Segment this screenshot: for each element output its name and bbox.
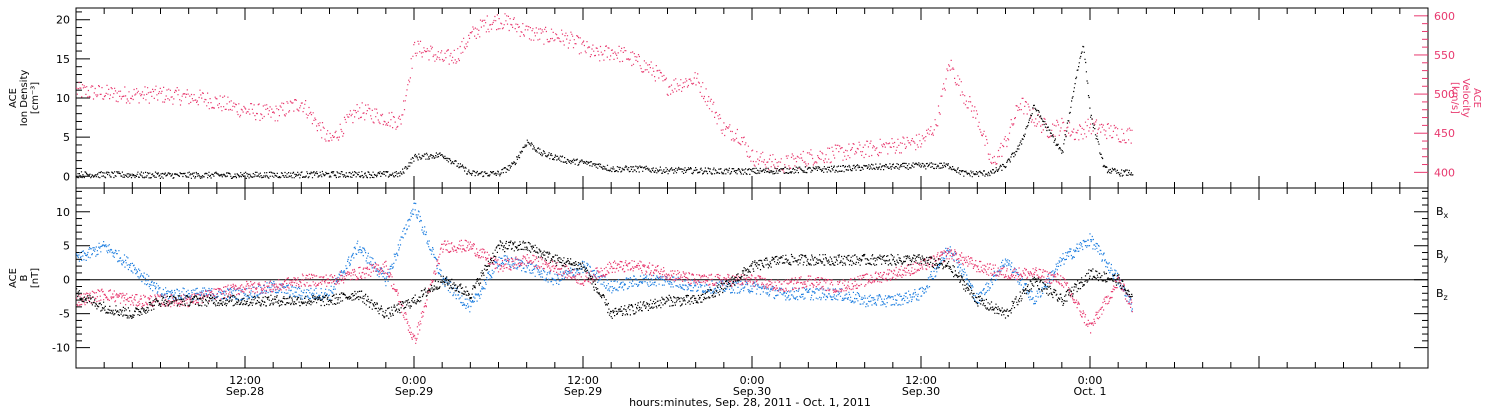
bz-series [76, 239, 1133, 344]
axis-labels: ACE Ion Density [cm⁻³] ACEVelocity[km/s]ACE… [8, 70, 1482, 398]
legend-entry: Bx [1436, 205, 1449, 220]
legend-entry: Bz [1436, 287, 1448, 302]
y-tick-label: 0 [63, 170, 70, 183]
bx-series-points [76, 240, 1133, 319]
y-tick-label: 15 [56, 53, 70, 66]
velocity-series [76, 13, 1133, 173]
velocity-tick-label: 400 [1434, 166, 1455, 179]
x-tick-time: 0:00 [402, 374, 427, 387]
velocity-tick-label: 450 [1434, 127, 1455, 140]
velocity-tick-label: 500 [1434, 88, 1455, 101]
velocity-series-points [76, 13, 1133, 173]
b-tick-label: -5 [59, 308, 70, 321]
x-axis-title: hours:minutes, Sep. 28, 2011 - Oct. 1, 2… [629, 396, 871, 409]
y-tick-label: 20 [56, 14, 70, 27]
x-tick-time: 12:00 [905, 374, 937, 387]
b-axis-title: ACE B [nT] [8, 268, 41, 288]
x-tick-time: 12:00 [567, 374, 599, 387]
x-tick-date: Oct. 1 [1073, 385, 1106, 398]
b-tick-label: 0 [63, 274, 70, 287]
b-title-line: B [19, 274, 30, 281]
magnetic-field-panel: -10 -5 0 5 10 [52, 187, 1429, 369]
x-tick-date: Sep.30 [902, 385, 940, 398]
top-frame [75, 7, 1429, 189]
x-tick-time: 12:00 [229, 374, 261, 387]
density-title-line: [cm⁻³] [30, 82, 41, 114]
x-tick-date: Sep.29 [564, 385, 602, 398]
density-title-line: ACE [8, 88, 19, 108]
b-title-line: ACE [8, 268, 19, 288]
b-tick-label: -10 [52, 342, 70, 355]
velocity-title-line: [km/s] [1449, 82, 1460, 114]
legend-entry: By [1436, 248, 1449, 263]
x-tick-time: 0:00 [740, 374, 765, 387]
density-series-points [76, 45, 1134, 180]
density-series [76, 45, 1134, 180]
y-tick-label: 5 [63, 131, 70, 144]
bottom-frame [75, 187, 1429, 369]
b-title-line: [nT] [30, 268, 41, 288]
bz-series-points [76, 239, 1133, 344]
x-tick-date: Sep.28 [226, 385, 264, 398]
density-title-line: Ion Density [19, 70, 30, 127]
b-tick-label: 10 [56, 206, 70, 219]
velocity-title-line: ACE [1471, 88, 1482, 108]
x-tick-date: Sep.29 [395, 385, 433, 398]
y-tick-label: 10 [56, 92, 70, 105]
bx-series [76, 240, 1133, 319]
x-tick-time: 0:00 [1078, 374, 1103, 387]
density-velocity-panel: 0 5 10 15 20 400 450 500 550 600 [56, 7, 1455, 189]
velocity-tick-label: 550 [1434, 49, 1455, 62]
x-tick-date: Sep.30 [733, 385, 771, 398]
velocity-tick-label: 600 [1434, 10, 1455, 23]
density-axis-title: ACE Ion Density [cm⁻³] [8, 70, 41, 127]
velocity-title-line: Velocity [1460, 78, 1471, 117]
b-tick-label: 5 [63, 240, 70, 253]
